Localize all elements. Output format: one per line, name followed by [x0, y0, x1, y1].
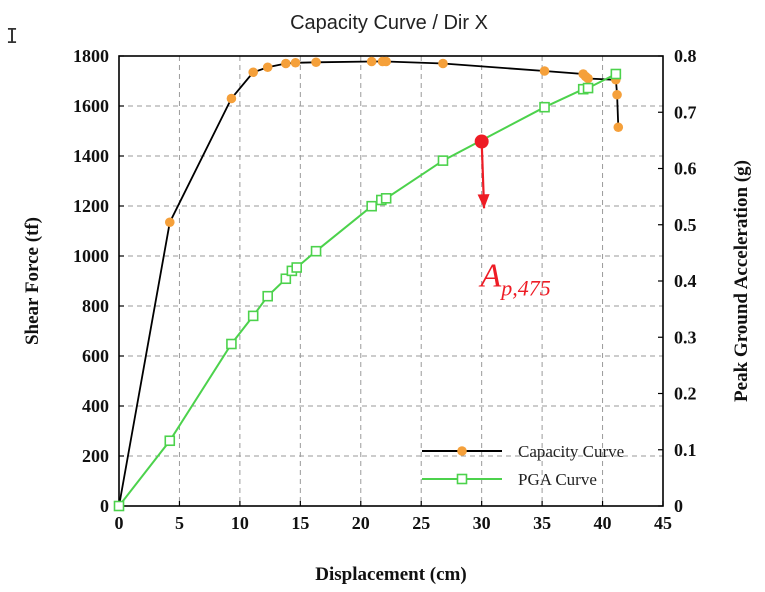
y-right-tick-label: 0.4: [674, 271, 697, 291]
y-right-tick-label: 0: [674, 496, 683, 516]
data-point: [310, 245, 322, 257]
y-left-tick-label: 1600: [73, 96, 109, 116]
tick-labels: 0 5 10 15 20 25 30 35 40 450200400600800100012001…: [73, 46, 697, 533]
x-tick-label: 45: [654, 513, 672, 533]
data-point: [583, 73, 593, 84]
y-right-tick-label: 0.8: [674, 46, 697, 66]
x-tick-label: 25: [412, 513, 430, 533]
x-axis-label: Displacement (cm): [315, 564, 466, 585]
legend-label: PGA Curve: [518, 470, 597, 489]
data-point: [539, 66, 550, 76]
x-tick-label: 10: [231, 513, 249, 533]
annotation-label: Ap,475: [478, 258, 550, 301]
y-right-tick-label: 0.2: [674, 384, 697, 404]
plot-frame: [118, 55, 664, 507]
y-left-tick-label: 1400: [73, 146, 109, 166]
x-tick-label: 35: [533, 513, 551, 533]
data-point: [248, 67, 258, 78]
y-left-tick-label: 0: [100, 496, 109, 516]
series-pga-curve: [113, 68, 622, 512]
data-point: [226, 93, 237, 104]
data-point: [582, 82, 594, 94]
data-point: [290, 57, 301, 68]
data-point: [280, 273, 292, 285]
annotation-arrowhead: [477, 194, 490, 209]
data-point: [281, 58, 291, 69]
data-point: [366, 200, 377, 212]
y-left-tick-label: 1800: [73, 46, 109, 66]
legend-label: Capacity Curve: [518, 442, 624, 461]
x-tick-label: 15: [291, 513, 309, 533]
series-capacity-curve: [114, 56, 624, 511]
data-point: [438, 58, 448, 69]
y-left-tick-label: 1200: [73, 196, 109, 216]
y-left-tick-label: 200: [82, 446, 109, 466]
data-point: [262, 62, 273, 73]
grid: [119, 56, 663, 506]
data-point: [262, 290, 273, 302]
y-left-tick-label: 600: [82, 346, 109, 366]
text-cursor-icon: I: [6, 24, 19, 48]
data-point: [366, 56, 377, 67]
data-point: [164, 435, 176, 447]
series-layer: [113, 56, 624, 512]
data-point: [311, 57, 321, 68]
x-tick-label: 30: [473, 513, 491, 533]
data-point: [539, 101, 550, 113]
annotation: Ap,475: [474, 134, 551, 301]
legend-entry: PGA Curve: [422, 470, 597, 489]
y-right-tick-label: 0.5: [674, 215, 697, 235]
data-point: [247, 310, 259, 322]
x-tick-label: 5: [175, 513, 184, 533]
y-left-tick-label: 1000: [73, 246, 109, 266]
data-point: [613, 122, 624, 133]
x-tick-label: 0: [115, 513, 124, 533]
annotation-label-sub: p,475: [499, 276, 551, 301]
y-right-tick-label: 0.1: [674, 440, 697, 460]
data-point: [610, 68, 622, 80]
y-right-tick-label: 0.3: [674, 327, 697, 347]
y-left-tick-label: 400: [82, 396, 109, 416]
x-tick-label: 40: [594, 513, 612, 533]
data-point: [381, 56, 391, 67]
y-axis-left-label: Shear Force (tf): [22, 217, 43, 345]
data-point: [164, 217, 175, 228]
legend-marker: [457, 446, 467, 456]
x-tick-label: 20: [352, 513, 370, 533]
annotation-label-main: A: [478, 258, 501, 295]
y-right-tick-label: 0.6: [674, 159, 697, 179]
y-left-tick-label: 800: [82, 296, 109, 316]
chart-title: Capacity Curve / Dir X: [290, 12, 488, 34]
y-right-tick-label: 0.7: [674, 102, 697, 122]
data-point: [437, 155, 449, 166]
plot-border: [118, 55, 664, 507]
data-point: [291, 262, 303, 273]
data-point: [380, 193, 392, 204]
y-axis-right-label: Peak Ground Acceleration (g): [731, 160, 752, 402]
data-point: [113, 500, 125, 512]
legend: Capacity Curve PGA Curve: [422, 442, 624, 489]
legend-entry: Capacity Curve: [422, 442, 624, 461]
data-point: [612, 89, 622, 100]
legend-marker: [456, 473, 468, 485]
data-point: [226, 338, 237, 350]
